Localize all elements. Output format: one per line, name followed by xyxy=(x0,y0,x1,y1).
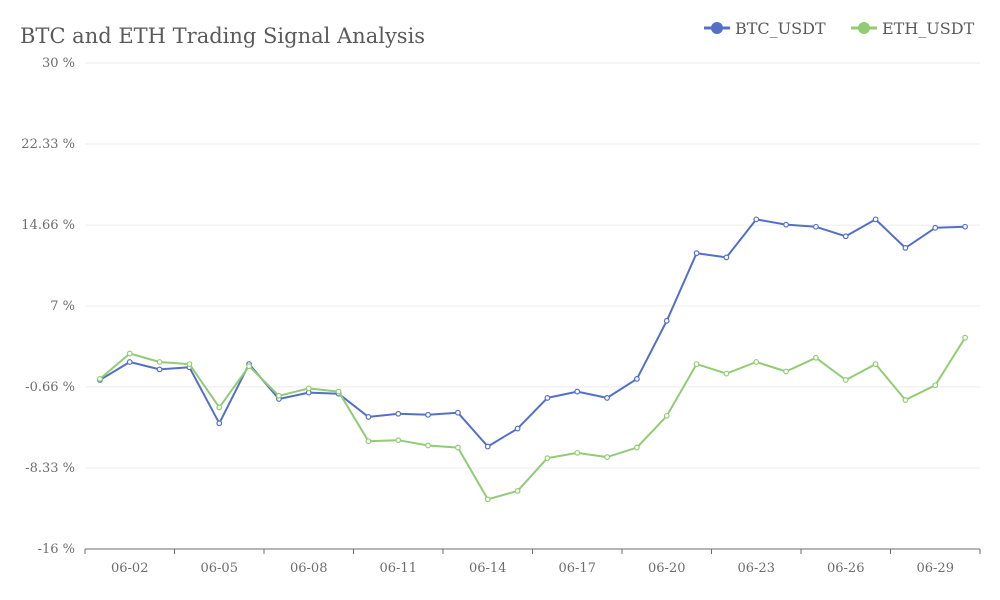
data-point-btc-usdt[interactable] xyxy=(604,395,610,401)
data-point-btc-usdt[interactable] xyxy=(842,233,849,240)
x-tick-label: 06-14 xyxy=(469,561,506,576)
data-point-btc-usdt[interactable] xyxy=(156,366,163,373)
data-point-eth-usdt[interactable] xyxy=(842,377,849,383)
data-point-eth-usdt[interactable] xyxy=(604,454,610,460)
x-tick-label: 06-29 xyxy=(917,561,954,576)
data-point-btc-usdt[interactable] xyxy=(813,223,819,230)
data-point-btc-usdt[interactable] xyxy=(902,244,909,251)
x-tick-label: 06-23 xyxy=(738,561,775,576)
series-line-eth-usdt[interactable] xyxy=(99,337,966,501)
data-point-eth-usdt[interactable] xyxy=(126,350,133,357)
y-tick-label: 22.33 % xyxy=(21,137,75,152)
data-point-eth-usdt[interactable] xyxy=(932,382,939,389)
data-point-eth-usdt[interactable] xyxy=(753,359,760,365)
data-point-eth-usdt[interactable] xyxy=(276,392,282,399)
y-axis-labels: 30 % 22.33 % 14.66 % 7 % -0.66 % -8.33 % -16 % xyxy=(21,56,75,557)
data-point-eth-usdt[interactable] xyxy=(723,370,730,377)
y-tick-label: 30 % xyxy=(42,56,75,71)
data-point-btc-usdt[interactable] xyxy=(962,223,968,230)
data-point-eth-usdt[interactable] xyxy=(574,449,581,456)
x-tick-label: 06-05 xyxy=(201,561,238,576)
data-point-eth-usdt[interactable] xyxy=(634,444,640,451)
y-tick-label: -16 % xyxy=(38,542,75,557)
x-tick-label: 06-17 xyxy=(559,561,596,576)
data-point-eth-usdt[interactable] xyxy=(902,397,909,403)
data-point-btc-usdt[interactable] xyxy=(544,395,551,401)
legend[interactable]: BTC_USDT ETH_USDT xyxy=(704,19,975,38)
data-point-eth-usdt[interactable] xyxy=(97,376,103,382)
data-point-btc-usdt[interactable] xyxy=(395,410,402,417)
series-eth-usdt[interactable] xyxy=(97,334,968,503)
data-point-eth-usdt[interactable] xyxy=(484,496,491,503)
x-tick-label: 06-02 xyxy=(111,561,148,576)
data-point-eth-usdt[interactable] xyxy=(186,361,193,368)
data-point-eth-usdt[interactable] xyxy=(663,412,670,419)
legend-marker-eth xyxy=(858,22,870,34)
data-point-btc-usdt[interactable] xyxy=(693,250,700,257)
y-tick-label: 14.66 % xyxy=(21,218,75,233)
data-point-btc-usdt[interactable] xyxy=(753,216,760,223)
data-point-btc-usdt[interactable] xyxy=(634,376,640,382)
data-point-btc-usdt[interactable] xyxy=(932,224,939,231)
legend-item-eth[interactable]: ETH_USDT xyxy=(851,19,975,38)
data-point-btc-usdt[interactable] xyxy=(872,216,879,223)
data-point-eth-usdt[interactable] xyxy=(962,334,968,341)
data-point-btc-usdt[interactable] xyxy=(723,254,730,261)
x-axis: 06-02 06-05 06-08 06-11 06-14 06-17 06-20 06-23… xyxy=(84,548,981,576)
data-point-eth-usdt[interactable] xyxy=(365,438,372,445)
data-point-btc-usdt[interactable] xyxy=(484,443,491,450)
legend-label-eth: ETH_USDT xyxy=(882,19,975,38)
data-point-btc-usdt[interactable] xyxy=(126,359,133,365)
x-tick-label: 06-11 xyxy=(380,561,417,576)
y-tick-label: -0.66 % xyxy=(25,380,75,395)
data-point-eth-usdt[interactable] xyxy=(783,368,789,375)
legend-marker-btc xyxy=(711,22,723,34)
series-layer xyxy=(97,216,968,503)
data-point-btc-usdt[interactable] xyxy=(663,317,670,324)
data-point-eth-usdt[interactable] xyxy=(544,455,551,462)
x-tick-label: 06-08 xyxy=(290,561,327,576)
data-point-btc-usdt[interactable] xyxy=(455,409,461,416)
data-point-eth-usdt[interactable] xyxy=(425,442,431,449)
data-point-btc-usdt[interactable] xyxy=(574,388,581,395)
x-tick-label: 06-20 xyxy=(648,561,685,576)
legend-item-btc[interactable]: BTC_USDT xyxy=(704,19,826,38)
data-point-eth-usdt[interactable] xyxy=(514,487,521,494)
data-point-eth-usdt[interactable] xyxy=(872,361,879,368)
data-point-eth-usdt[interactable] xyxy=(335,388,342,395)
series-btc-usdt[interactable] xyxy=(97,216,968,450)
data-point-btc-usdt[interactable] xyxy=(514,425,521,432)
data-point-eth-usdt[interactable] xyxy=(395,437,402,444)
data-point-eth-usdt[interactable] xyxy=(216,404,223,411)
data-point-eth-usdt[interactable] xyxy=(813,354,819,361)
data-point-btc-usdt[interactable] xyxy=(365,414,372,420)
data-point-eth-usdt[interactable] xyxy=(246,363,252,370)
chart-title: BTC and ETH Trading Signal Analysis xyxy=(20,24,425,48)
data-point-eth-usdt[interactable] xyxy=(455,444,461,451)
data-point-btc-usdt[interactable] xyxy=(783,221,789,228)
data-point-eth-usdt[interactable] xyxy=(693,361,700,368)
data-point-btc-usdt[interactable] xyxy=(216,420,223,427)
x-tick-label: 06-26 xyxy=(827,561,864,576)
data-point-eth-usdt[interactable] xyxy=(305,385,312,392)
y-tick-label: 7 % xyxy=(50,299,75,314)
legend-label-btc: BTC_USDT xyxy=(735,19,826,38)
data-point-eth-usdt[interactable] xyxy=(156,359,163,365)
series-line-btc-usdt[interactable] xyxy=(99,218,966,448)
data-point-btc-usdt[interactable] xyxy=(425,411,431,418)
y-tick-label: -8.33 % xyxy=(25,461,75,476)
